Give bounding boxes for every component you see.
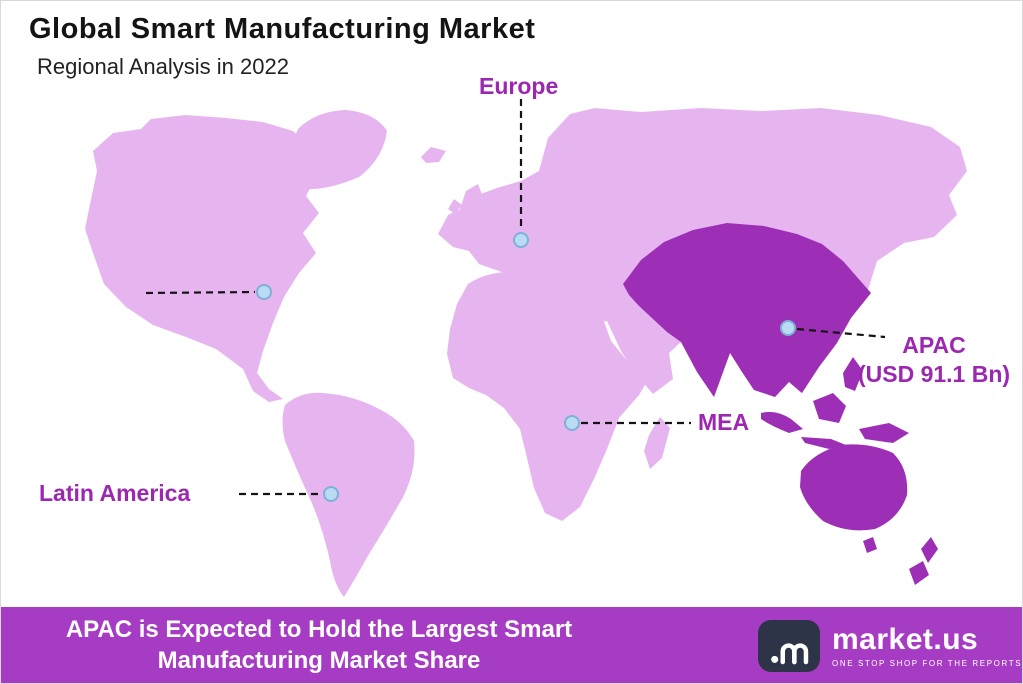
apac-highlight [623,223,938,585]
label-apac-value: (USD 91.1 Bn) [857,361,1011,387]
region-australia [800,444,908,531]
region-africa [447,272,653,521]
leader-line-north-america [145,290,256,295]
marker-mea [564,415,580,431]
region-ireland [448,199,462,214]
marketus-logo-glyph [771,643,809,665]
brand-text: market.us ONE STOP SHOP FOR THE REPORTS [832,623,1023,669]
marketus-logo-icon [758,620,820,672]
region-apac-mainland [623,223,871,397]
region-tasmania [863,537,877,553]
region-iceland [421,147,446,163]
marker-north-america [256,284,272,300]
leader-lines [145,99,886,496]
header: Global Smart Manufacturing Market Region… [29,13,535,80]
footer-bar: APAC is Expected to Hold the Largest Sma… [1,607,1022,683]
region-south-america [282,392,415,597]
leader-line-apac [796,327,886,339]
marker-europe [513,232,529,248]
region-new-zealand-north [921,537,938,563]
region-borneo [813,393,846,423]
region-madagascar [644,417,670,469]
brand-tagline: ONE STOP SHOP FOR THE REPORTS [832,659,1023,668]
footer-headline: APAC is Expected to Hold the Largest Sma… [19,614,619,676]
page-title: Global Smart Manufacturing Market [29,13,536,45]
region-new-guinea [859,423,909,443]
footer-headline-line1: APAC is Expected to Hold the Largest Sma… [65,616,573,643]
brand-name: market.us [832,623,979,656]
region-north-america [85,115,319,402]
markers [256,232,796,502]
page-subtitle: Regional Analysis in 2022 [37,54,289,79]
label-apac: APAC (USD 91.1 Bn) [849,331,1019,389]
label-europe: Europe [479,73,559,99]
label-mea: MEA [698,409,750,435]
region-java [801,437,846,449]
brand: market.us ONE STOP SHOP FOR THE REPORTS [758,617,1022,675]
label-latin-america: Latin America [39,480,191,506]
world-map [85,99,967,597]
region-new-zealand-south [909,561,929,585]
marker-apac [780,320,796,336]
footer-headline-line2: Manufacturing Market Share [157,647,481,674]
region-sumatra [761,411,803,433]
region-philippines [843,357,863,391]
label-apac-name: APAC [902,332,966,358]
marker-latin-america [323,486,339,502]
